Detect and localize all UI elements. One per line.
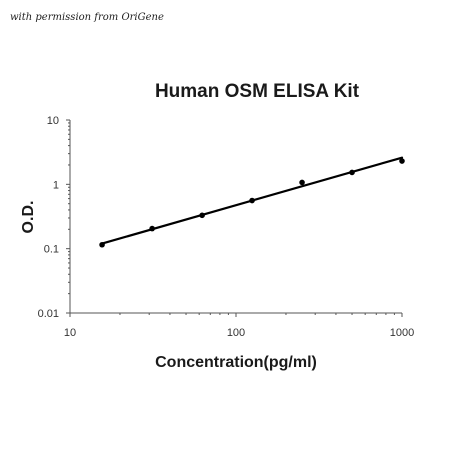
data-point [249, 197, 255, 204]
x-tick-label: 10 [64, 327, 76, 339]
credit-text: with permission from OriGene [10, 12, 164, 23]
data-point [199, 212, 205, 219]
data-point [349, 169, 355, 176]
y-tick-label: 1 [53, 179, 59, 191]
x-tick-label: 1000 [390, 327, 414, 339]
x-tick-labels: 10 100 1000 [64, 327, 414, 339]
y-tick-label: 10 [47, 115, 59, 127]
axes [66, 119, 403, 317]
y-tick-label: 0.01 [38, 308, 59, 320]
data-point [299, 179, 305, 186]
y-tick-labels: 0.01 0.1 1 10 [38, 115, 59, 320]
chart-title: Human OSM ELISA Kit [155, 81, 360, 102]
x-axis-label: Concentration(pg/ml) [155, 354, 317, 371]
data-point [149, 225, 155, 232]
data-point [399, 158, 405, 164]
data-point [99, 241, 105, 248]
data-points-layer [99, 158, 405, 248]
x-tick-label: 100 [227, 327, 245, 339]
y-axis-label: O.D. [20, 201, 37, 234]
y-tick-label: 0.1 [44, 244, 59, 256]
